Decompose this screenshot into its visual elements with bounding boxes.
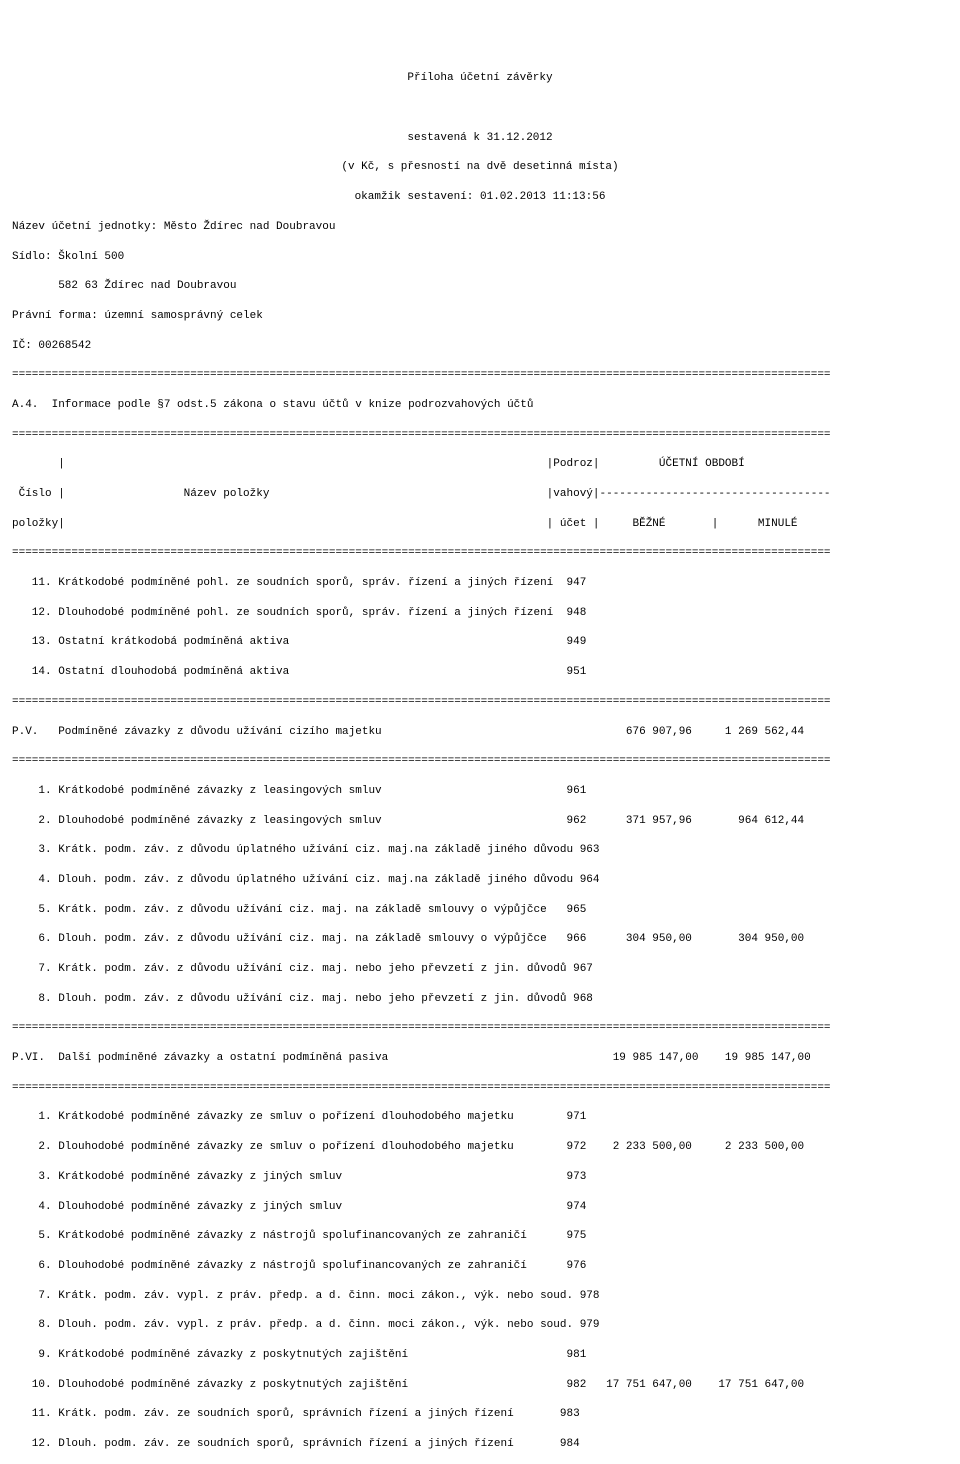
ic-number: IČ: 00268542 <box>12 339 948 354</box>
table-row: 1. Krátkodobé podmíněné závazky ze smluv… <box>12 1110 948 1125</box>
table-row: 2. Dlouhodobé podmíněné závazky z leasin… <box>12 814 948 829</box>
doc-title: Příloha účetní závěrky <box>12 71 948 86</box>
table-row: 3. Krátkodobé podmíněné závazky z jiných… <box>12 1170 948 1185</box>
doc-subtitle: sestavená k 31.12.2012 <box>12 131 948 146</box>
doc-precision: (v Kč, s přesností na dvě desetinná míst… <box>12 160 948 175</box>
table-row: 11. Krátkodobé podmíněné pohl. ze soudní… <box>12 576 948 591</box>
table-row: 2. Dlouhodobé podmíněné závazky ze smluv… <box>12 1140 948 1155</box>
table-row: 5. Krátk. podm. záv. z důvodu užívání ci… <box>12 903 948 918</box>
table-row: 4. Dlouh. podm. záv. z důvodu úplatného … <box>12 873 948 888</box>
table-row: 10. Dlouhodobé podmíněné závazky z posky… <box>12 1378 948 1393</box>
section-row: P.VI. Další podmíněné závazky a ostatní … <box>12 1051 948 1066</box>
address-line1: Sídlo: Školní 500 <box>12 250 948 265</box>
table-row: 4. Dlouhodobé podmíněné závazky z jiných… <box>12 1200 948 1215</box>
entity-name: Název účetní jednotky: Město Ždírec nad … <box>12 220 948 235</box>
table-header-1: | |Podroz| ÚČETNÍ OBDOBÍ <box>12 457 948 472</box>
divider: ========================================… <box>12 1081 948 1096</box>
table-row: 11. Krátk. podm. záv. ze soudních sporů,… <box>12 1407 948 1422</box>
table-header-2: Číslo | Název položky |vahový|----------… <box>12 487 948 502</box>
table-row: 5. Krátkodobé podmíněné závazky z nástro… <box>12 1229 948 1244</box>
table-row: 14. Ostatní dlouhodobá podmíněná aktiva … <box>12 665 948 680</box>
table-row: 3. Krátk. podm. záv. z důvodu úplatného … <box>12 843 948 858</box>
legal-form: Právní forma: územní samosprávný celek <box>12 309 948 324</box>
divider: ========================================… <box>12 754 948 769</box>
table-row: 12. Dlouh. podm. záv. ze soudních sporů,… <box>12 1437 948 1452</box>
divider: ========================================… <box>12 546 948 561</box>
divider: ========================================… <box>12 695 948 710</box>
table-row: 9. Krátkodobé podmíněné závazky z poskyt… <box>12 1348 948 1363</box>
divider: ========================================… <box>12 368 948 383</box>
divider: ========================================… <box>12 428 948 443</box>
blank <box>12 101 948 116</box>
divider: ========================================… <box>12 1021 948 1036</box>
table-row: 8. Dlouh. podm. záv. vypl. z práv. předp… <box>12 1318 948 1333</box>
address-line2: 582 63 Ždírec nad Doubravou <box>12 279 948 294</box>
table-header-3: položky| | účet | BĚŽNÉ | MINULÉ <box>12 517 948 532</box>
table-row: 13. Ostatní krátkodobá podmíněná aktiva … <box>12 635 948 650</box>
table-row: 6. Dlouh. podm. záv. z důvodu užívání ci… <box>12 932 948 947</box>
doc-timestamp: okamžik sestavení: 01.02.2013 11:13:56 <box>12 190 948 205</box>
table-row: 1. Krátkodobé podmíněné závazky z leasin… <box>12 784 948 799</box>
table-row: 6. Dlouhodobé podmíněné závazky z nástro… <box>12 1259 948 1274</box>
table-row: 7. Krátk. podm. záv. z důvodu užívání ci… <box>12 962 948 977</box>
table-row: 7. Krátk. podm. záv. vypl. z práv. předp… <box>12 1289 948 1304</box>
table-row: 8. Dlouh. podm. záv. z důvodu užívání ci… <box>12 992 948 1007</box>
section-title: A.4. Informace podle §7 odst.5 zákona o … <box>12 398 948 413</box>
table-row: 12. Dlouhodobé podmíněné pohl. ze soudní… <box>12 606 948 621</box>
